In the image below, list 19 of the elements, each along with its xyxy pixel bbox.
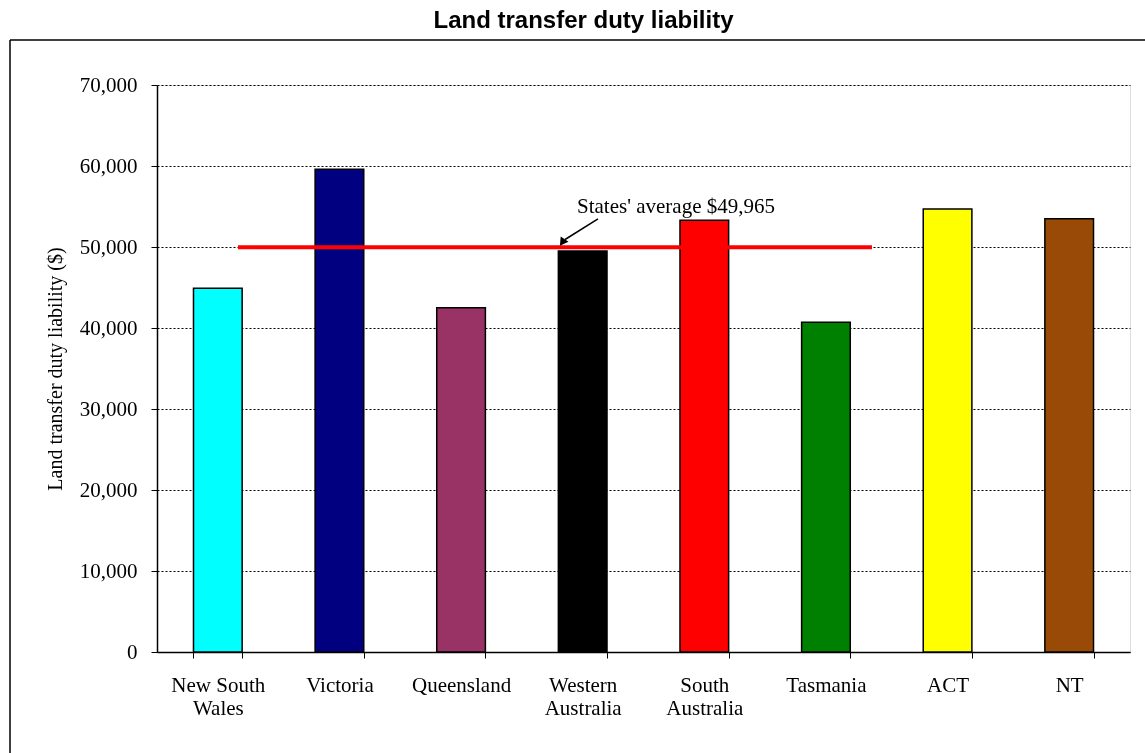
x-tick-label: Queensland (411, 672, 512, 697)
chart-title: Land transfer duty liability (433, 6, 735, 34)
y-tick-label: 30,000 (79, 396, 138, 421)
y-tick-label: 60,000 (79, 153, 138, 178)
y-tick-label: 0 (127, 639, 138, 664)
x-tick-label: Tasmania (786, 672, 868, 697)
ref-line-label: States' average $49,965 (577, 194, 775, 219)
y-tick-label: 50,000 (79, 234, 138, 259)
y-tick-label: 20,000 (79, 477, 138, 502)
x-tick-label: New South Wales (171, 672, 266, 720)
x-tick-label: ACT (927, 672, 970, 697)
y-tick-label: 10,000 (79, 558, 138, 583)
x-tick-label: Western Australia (544, 672, 623, 720)
y-tick-label: 40,000 (79, 315, 138, 340)
y-axis-title: Land transfer duty liability ($) (43, 247, 67, 491)
x-tick-label: South Australia (666, 672, 744, 720)
x-tick-label: NT (1055, 672, 1084, 697)
y-tick-label: 70,000 (79, 72, 138, 97)
x-tick-label: Victoria (306, 672, 375, 697)
